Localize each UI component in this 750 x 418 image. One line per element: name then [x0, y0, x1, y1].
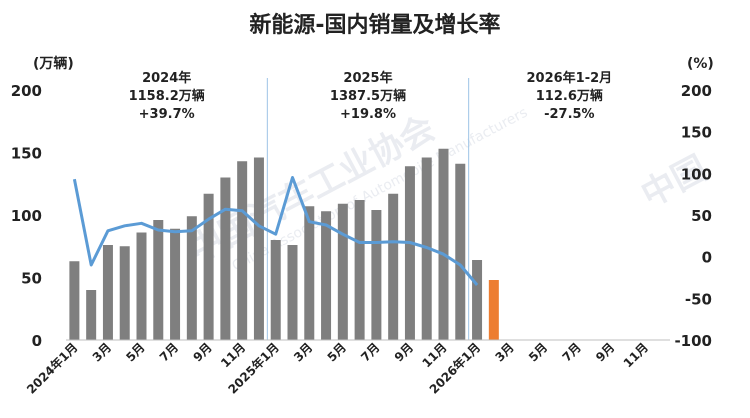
- sales-bar: [203, 193, 214, 340]
- right-tick-label: 150: [681, 124, 712, 142]
- x-tick-label: 7月: [560, 340, 584, 364]
- x-tick-label: 3月: [492, 340, 516, 364]
- sales-bar: [102, 245, 113, 340]
- x-tick-label: 9月: [190, 340, 214, 364]
- sales-bar: [455, 163, 466, 340]
- sales-bar: [270, 240, 281, 340]
- period-label: 2024年: [142, 70, 191, 86]
- right-axis-ticks: -100 -50 0 50 100 150 200: [674, 82, 712, 350]
- left-tick-label: 0: [32, 332, 42, 350]
- sales-bar: [404, 166, 415, 340]
- sales-bar: [119, 246, 130, 340]
- left-tick-label: 100: [11, 207, 42, 225]
- right-tick-label: 50: [691, 207, 712, 225]
- growth-rate-series: [72, 176, 479, 286]
- sales-bar: [136, 232, 147, 340]
- period-total: 112.6万辆: [536, 88, 603, 104]
- sales-bar: [170, 228, 181, 340]
- right-axis-unit: (%): [687, 56, 714, 72]
- x-tick-label: 9月: [392, 340, 416, 364]
- x-tick-label: 5月: [526, 340, 550, 364]
- sales-bar: [304, 206, 315, 340]
- x-tick-label: 3月: [291, 340, 315, 364]
- x-tick-label: 9月: [593, 340, 617, 364]
- sales-bar: [253, 157, 264, 340]
- period-label: 2026年1-2月: [526, 70, 612, 86]
- sales-bar: [371, 210, 382, 340]
- left-axis-unit: (万辆): [33, 55, 74, 72]
- sales-bar: [354, 200, 365, 340]
- sales-bar: [472, 260, 483, 340]
- period-total: 1158.2万辆: [129, 88, 205, 104]
- sales-bar: [220, 177, 231, 340]
- x-tick-label: 3月: [90, 340, 114, 364]
- x-tick-label: 7月: [157, 340, 181, 364]
- left-tick-label: 150: [11, 145, 42, 163]
- left-tick-label: 200: [11, 82, 42, 100]
- x-tick-label: 11月: [419, 340, 449, 370]
- period-growth: +19.8%: [340, 107, 396, 122]
- left-tick-label: 50: [21, 270, 42, 288]
- right-tick-label: 0: [702, 249, 712, 267]
- sales-bar: [86, 290, 97, 340]
- x-tick-label: 7月: [358, 340, 382, 364]
- period-total: 1387.5万辆: [330, 88, 406, 104]
- right-tick-label: 200: [681, 82, 712, 100]
- period-growth: +39.7%: [139, 107, 195, 122]
- sales-bar: [337, 203, 348, 340]
- sales-bar: [287, 245, 298, 340]
- period-dividers: [266, 78, 470, 340]
- left-axis-ticks: 0 50 100 150 200: [11, 82, 42, 350]
- sales-bar: [153, 220, 164, 340]
- growth-rate-line: [72, 176, 479, 286]
- sales-bar: [237, 161, 248, 340]
- sales-bar: [438, 148, 449, 340]
- right-tick-label: -100: [674, 332, 712, 350]
- sales-bar: [69, 261, 80, 340]
- sales-bar: [321, 211, 332, 340]
- sales-bar: [186, 216, 197, 340]
- x-tick-label: 11月: [621, 340, 651, 370]
- right-tick-label: -50: [685, 290, 712, 308]
- x-tick-label: 11月: [218, 340, 248, 370]
- sales-bar: [488, 280, 499, 340]
- period-annotations: 2024年 1158.2万辆 +39.7% 2025年 1387.5万辆 +19.8% 20…: [129, 70, 613, 122]
- x-tick-label: 5月: [325, 340, 349, 364]
- period-label: 2025年: [343, 70, 392, 86]
- period-growth: -27.5%: [544, 107, 595, 122]
- sales-bar: [388, 193, 399, 340]
- x-tick-label: 5月: [123, 340, 147, 364]
- right-tick-label: 100: [681, 165, 712, 183]
- chart-title: 新能源-国内销量及增长率: [249, 12, 500, 38]
